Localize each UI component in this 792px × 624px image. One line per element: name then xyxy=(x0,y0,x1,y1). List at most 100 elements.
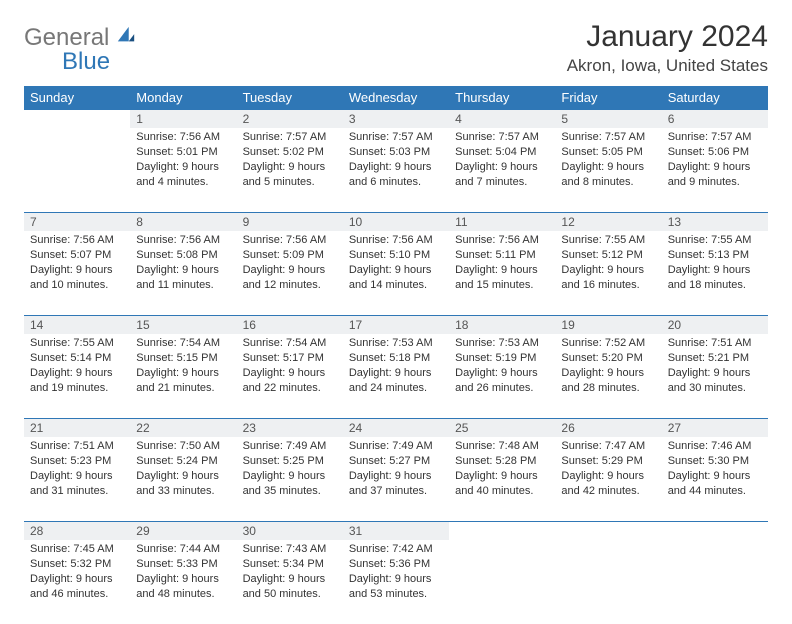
day-line: Sunrise: 7:51 AM xyxy=(668,336,762,351)
day-line: Daylight: 9 hours xyxy=(243,263,337,278)
day-line: Sunset: 5:11 PM xyxy=(455,248,549,263)
day-number: 28 xyxy=(24,521,130,540)
day-line: Sunset: 5:29 PM xyxy=(561,454,655,469)
day-number: 9 xyxy=(237,212,343,231)
day-number: 24 xyxy=(343,418,449,437)
weekday-header-row: SundayMondayTuesdayWednesdayThursdayFrid… xyxy=(24,86,768,109)
day-line: Daylight: 9 hours xyxy=(243,469,337,484)
day-cell: Sunrise: 7:42 AMSunset: 5:36 PMDaylight:… xyxy=(343,540,449,607)
day-cell: Sunrise: 7:57 AMSunset: 5:05 PMDaylight:… xyxy=(555,128,661,195)
day-line: and 14 minutes. xyxy=(349,278,443,293)
day-number: 22 xyxy=(130,418,236,437)
day-line: and 40 minutes. xyxy=(455,484,549,499)
day-line: Sunset: 5:25 PM xyxy=(243,454,337,469)
calendar-table: SundayMondayTuesdayWednesdayThursdayFrid… xyxy=(24,86,768,624)
day-line: Daylight: 9 hours xyxy=(668,366,762,381)
day-line: and 19 minutes. xyxy=(30,381,124,396)
day-line: Sunset: 5:09 PM xyxy=(243,248,337,263)
day-line: Daylight: 9 hours xyxy=(136,160,230,175)
day-number xyxy=(662,521,768,540)
day-line: Daylight: 9 hours xyxy=(455,263,549,278)
day-line: Sunrise: 7:57 AM xyxy=(349,130,443,145)
page-title: January 2024 xyxy=(567,20,768,54)
day-line: Daylight: 9 hours xyxy=(243,366,337,381)
day-line: Daylight: 9 hours xyxy=(30,469,124,484)
day-cell: Sunrise: 7:54 AMSunset: 5:17 PMDaylight:… xyxy=(237,334,343,401)
day-cell: Sunrise: 7:56 AMSunset: 5:09 PMDaylight:… xyxy=(237,231,343,298)
day-line: Sunrise: 7:56 AM xyxy=(455,233,549,248)
weekday-header: Tuesday xyxy=(237,86,343,109)
day-line: and 31 minutes. xyxy=(30,484,124,499)
day-line: and 4 minutes. xyxy=(136,175,230,190)
day-line: Sunset: 5:06 PM xyxy=(668,145,762,160)
day-line: Sunset: 5:03 PM xyxy=(349,145,443,160)
day-line: Sunrise: 7:50 AM xyxy=(136,439,230,454)
day-line: Daylight: 9 hours xyxy=(561,263,655,278)
day-line: Sunrise: 7:53 AM xyxy=(349,336,443,351)
day-cell: Sunrise: 7:53 AMSunset: 5:19 PMDaylight:… xyxy=(449,334,555,401)
day-line: Sunrise: 7:56 AM xyxy=(30,233,124,248)
day-line: Daylight: 9 hours xyxy=(136,263,230,278)
day-line: Sunset: 5:34 PM xyxy=(243,557,337,572)
day-line: Sunset: 5:36 PM xyxy=(349,557,443,572)
day-line: Sunrise: 7:49 AM xyxy=(243,439,337,454)
day-number: 10 xyxy=(343,212,449,231)
day-cell: Sunrise: 7:57 AMSunset: 5:04 PMDaylight:… xyxy=(449,128,555,195)
day-line: Daylight: 9 hours xyxy=(136,469,230,484)
day-cell: Sunrise: 7:50 AMSunset: 5:24 PMDaylight:… xyxy=(130,437,236,504)
day-line: and 8 minutes. xyxy=(561,175,655,190)
day-line: and 26 minutes. xyxy=(455,381,549,396)
day-line: Sunset: 5:02 PM xyxy=(243,145,337,160)
day-line: Sunset: 5:30 PM xyxy=(668,454,762,469)
day-line: and 10 minutes. xyxy=(30,278,124,293)
week-daynum-row: 14151617181920 xyxy=(24,315,768,334)
day-line: and 12 minutes. xyxy=(243,278,337,293)
day-line: Sunrise: 7:49 AM xyxy=(349,439,443,454)
day-line: and 37 minutes. xyxy=(349,484,443,499)
day-number: 16 xyxy=(237,315,343,334)
logo: GeneralBlue xyxy=(24,18,136,76)
day-line: Sunset: 5:04 PM xyxy=(455,145,549,160)
day-number: 17 xyxy=(343,315,449,334)
day-cell: Sunrise: 7:46 AMSunset: 5:30 PMDaylight:… xyxy=(662,437,768,504)
day-line: and 21 minutes. xyxy=(136,381,230,396)
day-line: Sunrise: 7:57 AM xyxy=(243,130,337,145)
day-cell: Sunrise: 7:56 AMSunset: 5:08 PMDaylight:… xyxy=(130,231,236,298)
week-daynum-row: 78910111213 xyxy=(24,212,768,231)
day-line: Sunset: 5:08 PM xyxy=(136,248,230,263)
day-cell: Sunrise: 7:56 AMSunset: 5:11 PMDaylight:… xyxy=(449,231,555,298)
day-line: Daylight: 9 hours xyxy=(243,572,337,587)
day-line: Daylight: 9 hours xyxy=(561,160,655,175)
day-line: and 22 minutes. xyxy=(243,381,337,396)
day-line: Sunrise: 7:42 AM xyxy=(349,542,443,557)
week-daynum-row: 28293031 xyxy=(24,521,768,540)
day-line: Sunset: 5:01 PM xyxy=(136,145,230,160)
day-cell: Sunrise: 7:43 AMSunset: 5:34 PMDaylight:… xyxy=(237,540,343,607)
day-cell: Sunrise: 7:49 AMSunset: 5:27 PMDaylight:… xyxy=(343,437,449,504)
day-line: Daylight: 9 hours xyxy=(136,572,230,587)
day-number: 5 xyxy=(555,109,661,128)
day-line: Sunset: 5:15 PM xyxy=(136,351,230,366)
weekday-header: Thursday xyxy=(449,86,555,109)
day-line: Sunrise: 7:48 AM xyxy=(455,439,549,454)
weekday-header: Saturday xyxy=(662,86,768,109)
day-line: Sunrise: 7:55 AM xyxy=(668,233,762,248)
day-number: 6 xyxy=(662,109,768,128)
day-number: 4 xyxy=(449,109,555,128)
day-number: 27 xyxy=(662,418,768,437)
day-number: 3 xyxy=(343,109,449,128)
day-line: Sunrise: 7:46 AM xyxy=(668,439,762,454)
day-line: Daylight: 9 hours xyxy=(30,263,124,278)
day-number: 19 xyxy=(555,315,661,334)
day-line: and 50 minutes. xyxy=(243,587,337,602)
day-line: Sunset: 5:14 PM xyxy=(30,351,124,366)
day-cell: Sunrise: 7:57 AMSunset: 5:03 PMDaylight:… xyxy=(343,128,449,195)
day-cell: Sunrise: 7:47 AMSunset: 5:29 PMDaylight:… xyxy=(555,437,661,504)
day-cell: Sunrise: 7:57 AMSunset: 5:02 PMDaylight:… xyxy=(237,128,343,195)
day-cell: Sunrise: 7:54 AMSunset: 5:15 PMDaylight:… xyxy=(130,334,236,401)
day-line: and 7 minutes. xyxy=(455,175,549,190)
day-cell: Sunrise: 7:45 AMSunset: 5:32 PMDaylight:… xyxy=(24,540,130,607)
day-line: Sunrise: 7:56 AM xyxy=(243,233,337,248)
day-number: 2 xyxy=(237,109,343,128)
day-line: and 53 minutes. xyxy=(349,587,443,602)
